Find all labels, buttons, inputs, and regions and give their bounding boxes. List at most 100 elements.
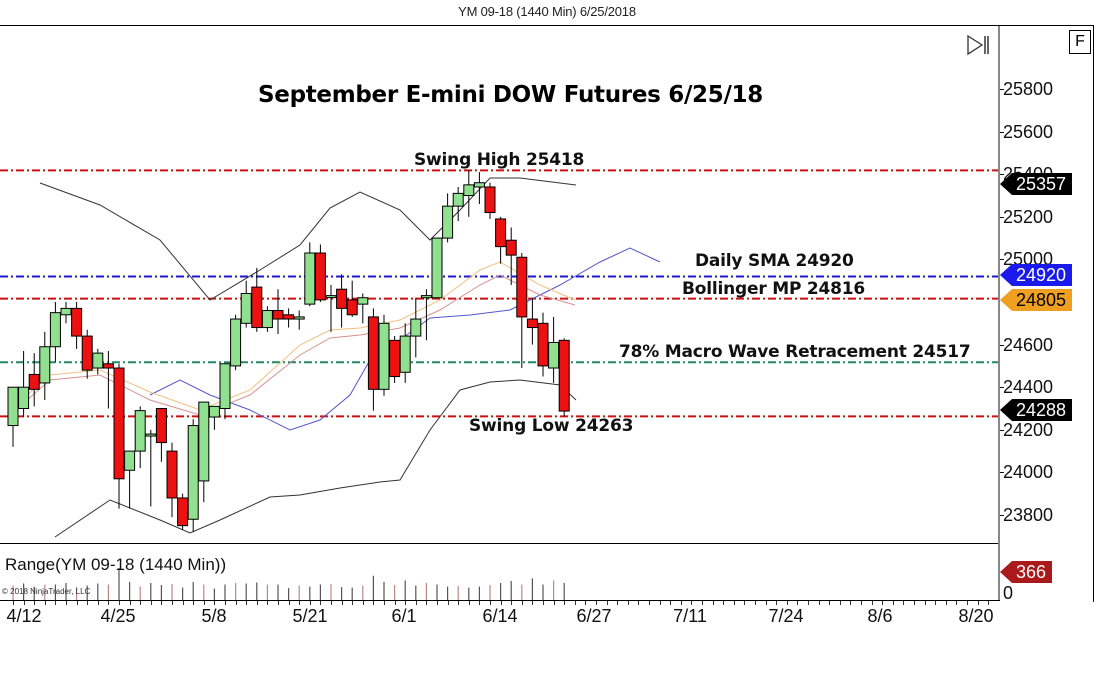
date-minor-tick — [755, 601, 756, 605]
candle[interactable] — [7, 386, 19, 447]
candle[interactable] — [473, 172, 485, 205]
bollinger-lower-line — [54, 379, 577, 538]
price-tick-label: 25600 — [1003, 121, 1054, 142]
candle[interactable] — [431, 237, 443, 299]
candle[interactable] — [198, 401, 210, 503]
candle[interactable] — [304, 242, 316, 307]
price-tick-label: 23800 — [1003, 505, 1054, 525]
date-minor-tick — [521, 601, 523, 605]
time-axis[interactable] — [0, 600, 1000, 601]
candle[interactable] — [240, 280, 252, 328]
candle[interactable] — [325, 284, 337, 332]
candle[interactable] — [155, 408, 167, 462]
date-minor-tick — [225, 601, 226, 605]
date-minor-tick — [394, 601, 396, 605]
candle[interactable] — [177, 493, 189, 530]
date-minor-tick — [543, 601, 544, 605]
candle[interactable] — [187, 419, 199, 533]
candle[interactable] — [124, 450, 136, 509]
date-minor-tick — [861, 601, 862, 605]
candle[interactable] — [81, 329, 93, 379]
candle[interactable] — [166, 442, 178, 518]
candle[interactable] — [410, 297, 422, 358]
range-panel[interactable] — [0, 544, 998, 600]
candle[interactable] — [39, 331, 51, 400]
date-minor-tick — [892, 601, 894, 605]
price-tick — [1000, 174, 1004, 176]
candle[interactable] — [346, 280, 358, 317]
candle[interactable] — [92, 348, 104, 375]
candle[interactable] — [134, 406, 146, 469]
date-minor-tick — [66, 601, 67, 605]
date-minor-tick — [744, 601, 746, 605]
candle[interactable] — [548, 316, 560, 383]
candle[interactable] — [336, 274, 348, 328]
candle[interactable] — [378, 314, 390, 396]
candle[interactable] — [442, 193, 454, 243]
candle[interactable] — [505, 227, 517, 285]
candle[interactable] — [314, 244, 326, 302]
date-minor-tick — [585, 601, 587, 605]
candle[interactable] — [251, 267, 263, 332]
date-minor-tick — [108, 601, 110, 605]
candle[interactable] — [283, 308, 295, 328]
candle[interactable] — [452, 186, 464, 222]
candle[interactable] — [484, 182, 496, 219]
price-panel[interactable] — [0, 26, 998, 543]
panel-divider[interactable] — [0, 543, 998, 544]
candle[interactable] — [357, 293, 369, 324]
date-minor-tick — [235, 601, 237, 605]
candle[interactable] — [230, 314, 242, 371]
date-minor-tick — [882, 601, 884, 605]
candle[interactable] — [113, 363, 125, 509]
date-minor-tick — [532, 601, 534, 605]
candle[interactable] — [495, 216, 507, 264]
candle[interactable] — [261, 306, 273, 332]
candlestick-plot — [0, 169, 998, 538]
date-minor-tick — [490, 601, 491, 605]
candle[interactable] — [558, 338, 570, 417]
date-minor-tick — [140, 601, 142, 605]
price-tick-label: 24200 — [1003, 419, 1054, 440]
candle[interactable] — [219, 363, 231, 420]
date-minor-tick — [331, 601, 332, 605]
price-tick — [1000, 89, 1004, 90]
date-minor-tick — [214, 601, 216, 605]
candle[interactable] — [463, 170, 475, 217]
date-minor-tick — [288, 601, 290, 605]
date-tick-label: 7/24 — [768, 606, 804, 626]
candle[interactable] — [537, 312, 549, 377]
date-minor-tick — [574, 601, 576, 605]
date-minor-tick — [193, 601, 195, 605]
date-minor-tick — [914, 601, 915, 605]
candle[interactable] — [293, 310, 305, 330]
date-minor-tick — [203, 601, 205, 605]
candle[interactable] — [145, 429, 157, 507]
date-minor-tick — [172, 601, 173, 605]
candle[interactable] — [102, 350, 114, 409]
f-button[interactable]: F — [1069, 30, 1091, 54]
candle[interactable] — [367, 308, 379, 411]
candle[interactable] — [208, 405, 220, 430]
date-tick-label: 4/12 — [6, 606, 42, 626]
candle[interactable] — [420, 289, 432, 341]
candle[interactable] — [28, 353, 40, 407]
date-minor-tick — [776, 601, 778, 605]
date-minor-tick — [935, 601, 937, 605]
candle[interactable] — [399, 323, 411, 383]
candle[interactable] — [389, 336, 401, 383]
candle[interactable] — [272, 289, 284, 334]
candle[interactable] — [71, 302, 83, 349]
candle[interactable] — [526, 297, 538, 345]
price-flag: 24805 — [1000, 289, 1073, 311]
chart-title: September E-mini DOW Futures 6/25/18 — [258, 82, 763, 108]
candle[interactable] — [18, 350, 30, 418]
scroll-to-end-button[interactable] — [966, 34, 990, 56]
date-minor-tick — [786, 601, 788, 605]
date-tick-label: 8/6 — [867, 606, 893, 626]
candle[interactable] — [60, 302, 72, 324]
price-axis[interactable] — [998, 26, 1000, 601]
candle[interactable] — [49, 302, 61, 362]
price-tick-label: 25000 — [1003, 249, 1054, 270]
candle[interactable] — [516, 253, 528, 369]
